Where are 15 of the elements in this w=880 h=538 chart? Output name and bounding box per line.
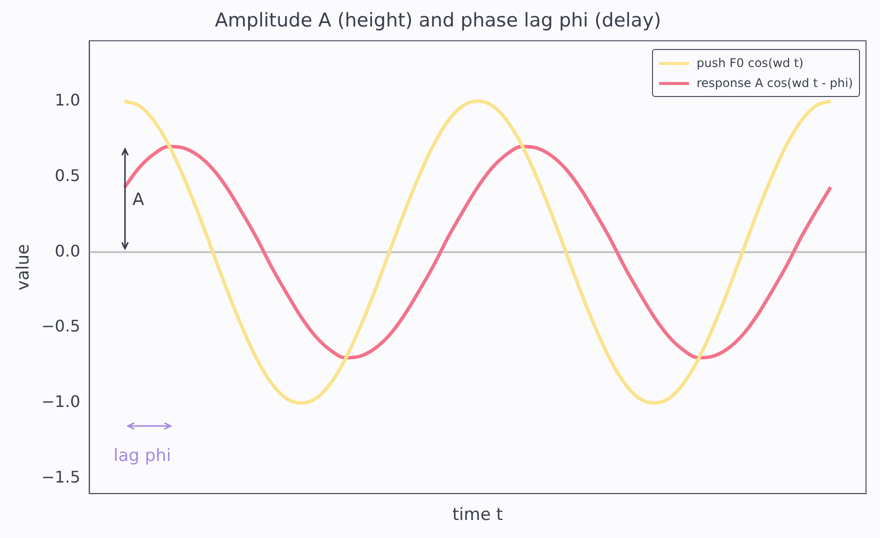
chart-title: Amplitude A (height) and phase lag phi (delay) <box>214 9 662 32</box>
annotation: A <box>132 190 144 210</box>
annotation: lag phi <box>114 446 172 466</box>
y-tick-label: 0.5 <box>54 166 80 185</box>
y-tick-label: −0.5 <box>41 316 80 336</box>
line-series <box>122 99 832 405</box>
y-tick-label: 1.0 <box>54 90 80 110</box>
legend-label: response A cos(wd t - phi) <box>696 74 853 92</box>
x-axis-title: time t <box>452 505 504 526</box>
y-tick-label: −1.0 <box>41 392 80 412</box>
y-tick-label: −1.5 <box>41 468 80 487</box>
y-tick-label: 0.0 <box>54 241 80 260</box>
y-axis-title: value <box>14 244 34 290</box>
legend-label: push F0 cos(wd t) <box>696 54 804 72</box>
line-series <box>122 144 832 360</box>
